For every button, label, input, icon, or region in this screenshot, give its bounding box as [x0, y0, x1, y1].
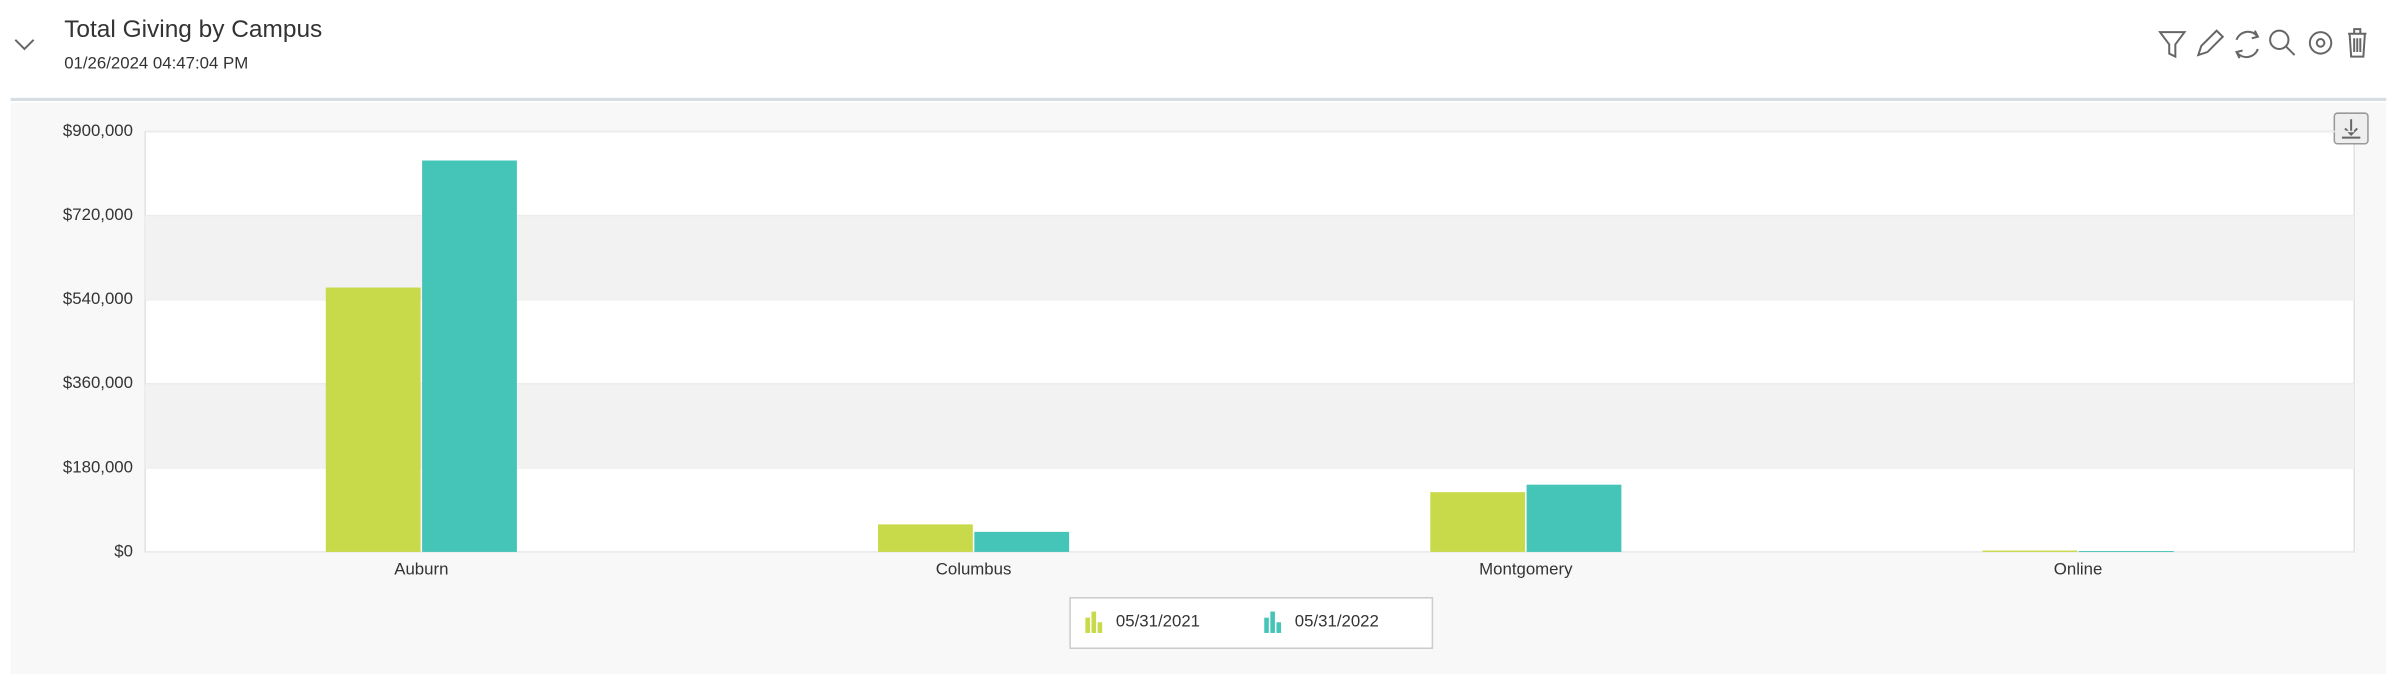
- refresh-icon[interactable]: [2235, 30, 2260, 59]
- legend-swatch: [1091, 611, 1097, 633]
- bar: [422, 160, 517, 552]
- bar: [325, 287, 421, 552]
- y-tick-label: $540,000: [63, 289, 133, 308]
- toolbar: [2158, 28, 2367, 59]
- bar: [1526, 484, 1622, 552]
- search-icon[interactable]: [2269, 29, 2296, 56]
- y-tick-label: $0: [114, 541, 133, 560]
- legend-swatch: [1276, 622, 1282, 633]
- legend-box: [1069, 597, 1434, 650]
- edit-icon[interactable]: [2196, 29, 2225, 57]
- filter-icon[interactable]: [2158, 31, 2187, 59]
- x-tick-label: Columbus: [936, 560, 1012, 579]
- axis-labels: $0 $180,000 $360,000 $540,000 $720,000 $900,0…: [63, 121, 2102, 579]
- legend-item: 05/31/2021: [1085, 611, 1200, 633]
- settings-icon[interactable]: [2308, 31, 2333, 55]
- bar: [974, 531, 1070, 552]
- y-tick-label: $900,000: [63, 121, 133, 140]
- y-tick-label: $720,000: [63, 205, 133, 224]
- legend-swatch: [1264, 617, 1269, 633]
- legend-label: 05/31/2021: [1116, 612, 1200, 631]
- x-tick-label: Auburn: [394, 560, 448, 579]
- widget-title: Total Giving by Campus: [64, 16, 322, 43]
- export-icon[interactable]: [2333, 112, 2369, 145]
- y-tick-label: $180,000: [63, 457, 133, 476]
- y-tick-label: $360,000: [63, 373, 133, 392]
- collapse-chevron[interactable]: [14, 39, 35, 51]
- bar: [2078, 550, 2174, 552]
- bars: [325, 160, 2174, 552]
- delete-icon[interactable]: [2348, 28, 2367, 58]
- bar: [1982, 550, 2078, 552]
- x-tick-label: Montgomery: [1479, 560, 1573, 579]
- bar: [1430, 492, 1526, 552]
- legend-label: 05/31/2022: [1295, 612, 1379, 631]
- legend: 05/31/2021 05/31/2022: [1085, 611, 1379, 633]
- x-tick-label: Online: [2054, 560, 2103, 579]
- widget-timestamp: 01/26/2024 04:47:04 PM: [64, 54, 248, 73]
- legend-swatch: [1097, 622, 1103, 633]
- legend-swatch: [1270, 611, 1275, 633]
- bar: [878, 524, 973, 552]
- legend-item: 05/31/2022: [1264, 611, 1379, 633]
- legend-swatch: [1085, 617, 1090, 633]
